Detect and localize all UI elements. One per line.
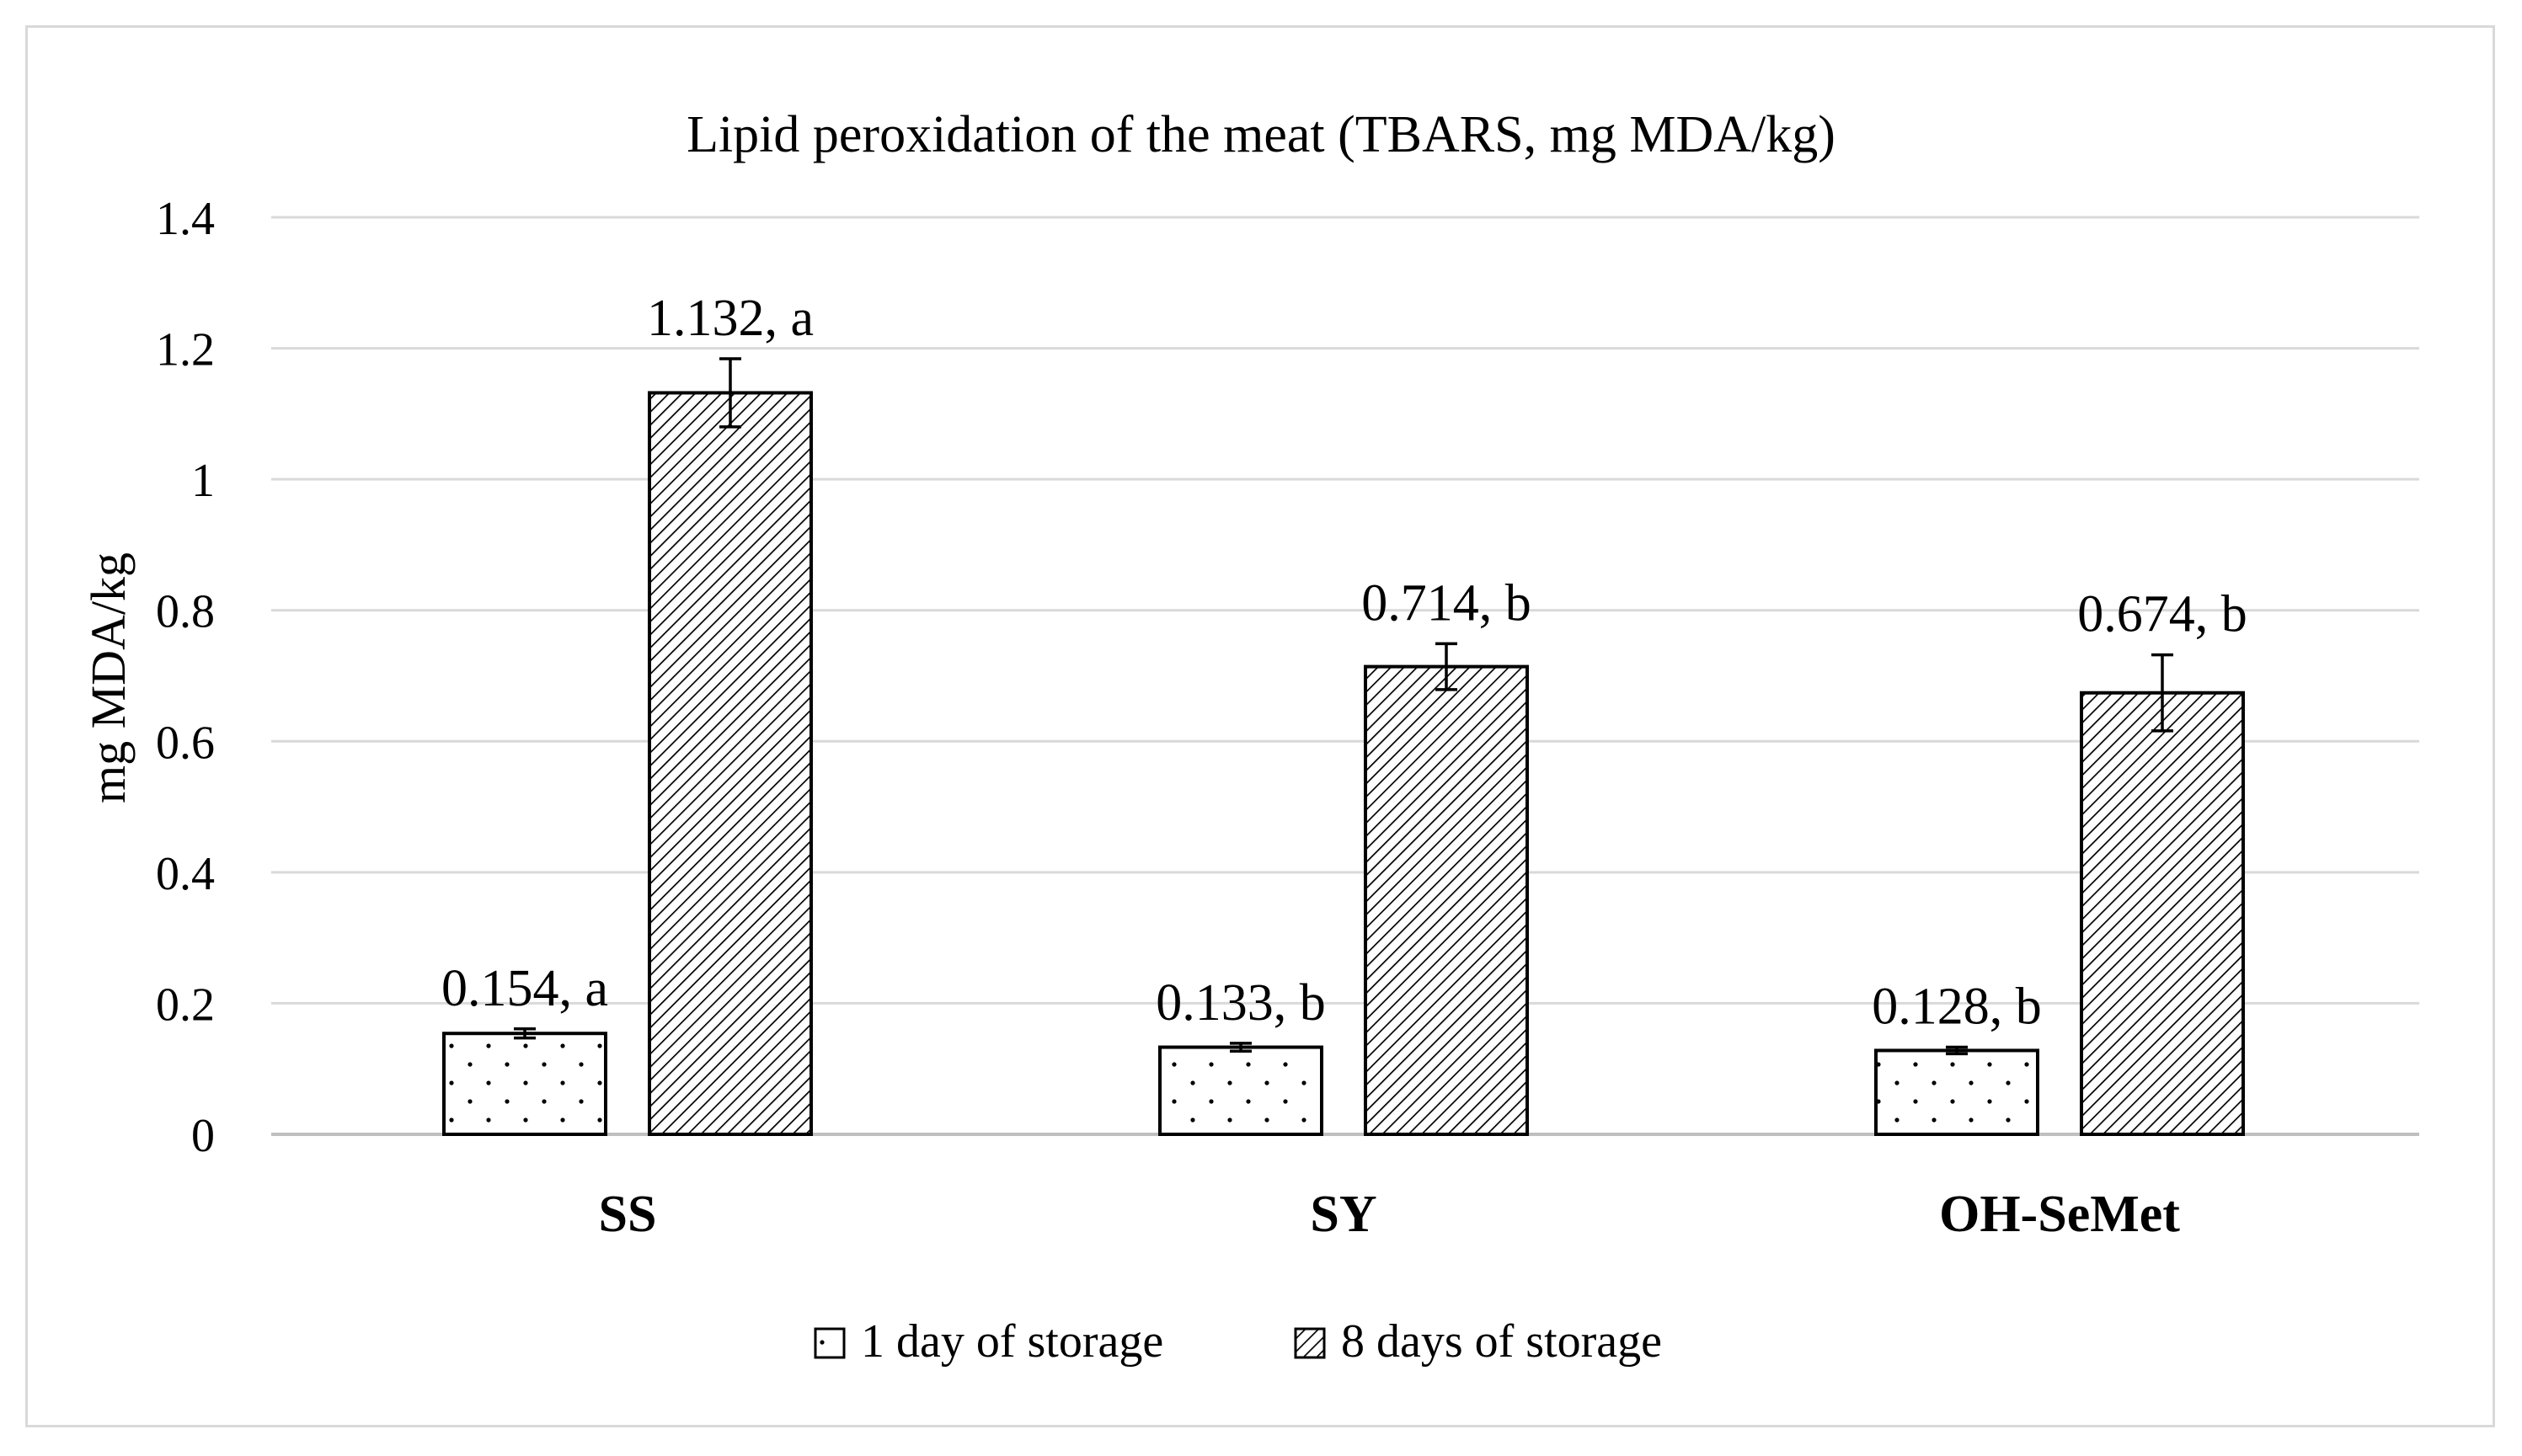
x-tick-label: SS [599,1186,657,1243]
y-tick-label: 0.2 [156,979,215,1031]
error-bars [514,357,2173,1056]
y-tick-label: 1 [191,455,215,507]
x-tick-labels: SS SY OH-SeMet [599,1186,2181,1243]
bar-day1-sy [1158,1045,1323,1137]
y-tick-label: 1.4 [156,193,215,245]
bar-day8-sy [1364,664,1529,1136]
y-tick-label: 0.8 [156,586,215,638]
data-label: 0.133, b [1156,974,1326,1032]
y-tick-labels: 0 0.2 0.4 0.6 0.8 1 1.2 1.4 [156,193,215,1162]
y-axis-label: mg MDA/kg [81,552,136,803]
gridlines [271,216,2419,1136]
y-tick-label: 1.2 [156,324,215,376]
bar-day1-ss [442,1032,607,1136]
legend: 1 day of storage 8 days of storage [814,1315,1662,1368]
y-tick-label: 0 [191,1110,215,1162]
data-labels: 0.154, a 0.133, b 0.128, b 1.132, a 0.714, b… [441,290,2247,1036]
data-label: 0.714, b [1361,574,1531,632]
bar-day8-oh-semet [2080,691,2245,1136]
data-label: 0.154, a [441,960,608,1017]
legend-label-8-days: 8 days of storage [1341,1315,1662,1368]
legend-swatch-1-day [814,1327,846,1359]
y-tick-label: 0.4 [156,848,215,900]
x-tick-label: OH-SeMet [1939,1186,2180,1243]
y-tick-label: 0.6 [156,717,215,769]
bars [442,391,2245,1137]
data-label: 0.128, b [1872,979,2042,1036]
legend-swatch-8-days [1294,1327,1326,1359]
bar-day1-oh-semet [1874,1048,2039,1137]
data-label: 1.132, a [647,290,814,347]
data-label: 0.674, b [2077,586,2247,643]
x-tick-label: SY [1310,1186,1376,1243]
chart-title: Lipid peroxidation of the meat (TBARS, m… [687,106,1835,163]
legend-label-1-day: 1 day of storage [861,1315,1163,1368]
bar-day8-ss [648,391,813,1137]
